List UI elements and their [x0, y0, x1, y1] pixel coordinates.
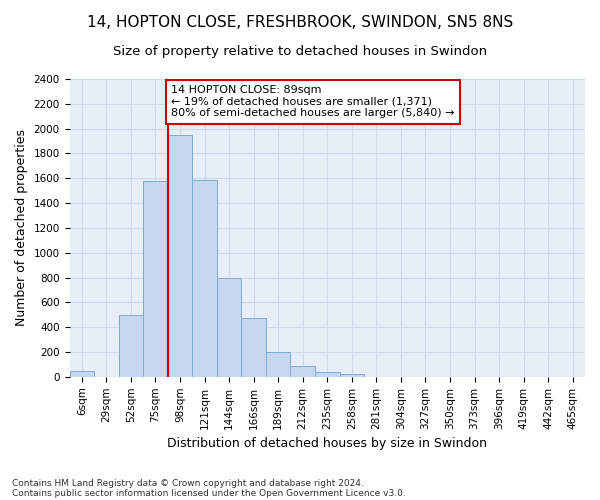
Text: 14, HOPTON CLOSE, FRESHBROOK, SWINDON, SN5 8NS: 14, HOPTON CLOSE, FRESHBROOK, SWINDON, S… [87, 15, 513, 30]
Y-axis label: Number of detached properties: Number of detached properties [15, 130, 28, 326]
Bar [315, 372, 340, 377]
Text: Contains HM Land Registry data © Crown copyright and database right 2024.: Contains HM Land Registry data © Crown c… [12, 478, 364, 488]
Text: Contains public sector information licensed under the Open Government Licence v3: Contains public sector information licen… [12, 488, 406, 498]
Bar [192, 180, 217, 377]
Bar [168, 135, 192, 377]
Bar [266, 352, 290, 377]
Bar [70, 370, 94, 377]
Bar [119, 315, 143, 377]
Bar [290, 366, 315, 377]
Bar [340, 374, 364, 377]
Bar [143, 181, 168, 377]
X-axis label: Distribution of detached houses by size in Swindon: Distribution of detached houses by size … [167, 437, 487, 450]
Bar [241, 318, 266, 377]
Text: Size of property relative to detached houses in Swindon: Size of property relative to detached ho… [113, 45, 487, 58]
Bar [217, 278, 241, 377]
Text: 14 HOPTON CLOSE: 89sqm
← 19% of detached houses are smaller (1,371)
80% of semi-: 14 HOPTON CLOSE: 89sqm ← 19% of detached… [172, 85, 455, 118]
